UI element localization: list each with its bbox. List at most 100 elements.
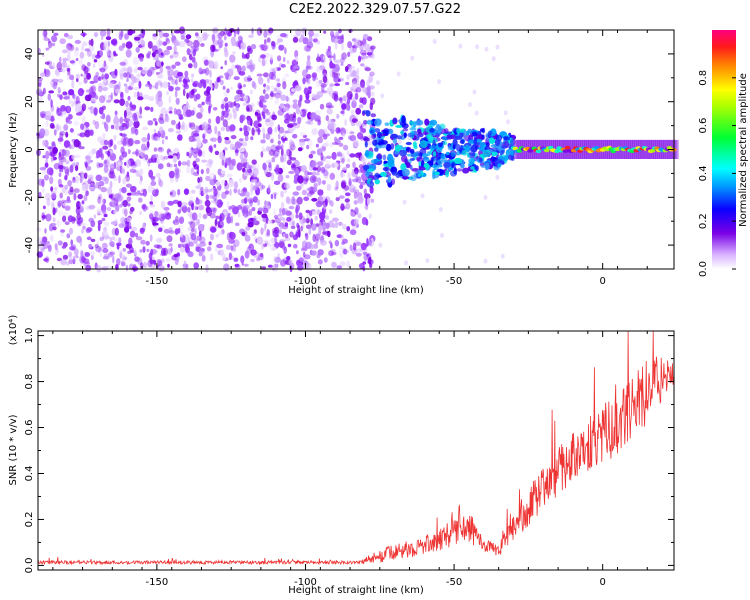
spectrogram-noise-blob	[57, 137, 64, 142]
spectrogram-signal-blob	[470, 166, 475, 170]
spectrogram-noise-blob	[139, 168, 144, 176]
spectrogram-noise-blob	[163, 247, 168, 256]
spectrogram-noise-blob	[81, 200, 85, 205]
spectrogram-noise-blob	[282, 81, 287, 90]
spectrogram-noise-blob	[283, 107, 290, 112]
spectrogram-noise-blob	[194, 206, 199, 211]
spectrogram-noise-blob	[41, 238, 47, 246]
spectrogram-noise-blob	[43, 29, 48, 38]
spectrogram-noise-blob	[158, 119, 165, 125]
spectrogram-noise-blob	[150, 175, 156, 180]
spectrogram-noise-blob	[350, 88, 355, 92]
spectrogram-noise-blob	[73, 120, 80, 127]
spectrogram-noise-blob	[284, 189, 287, 194]
spectrogram-noise-blob	[59, 38, 66, 45]
spectrogram-signal-blob	[479, 142, 486, 147]
spectrogram-noise-blob	[321, 180, 326, 185]
spectrogram-noise-blob	[271, 157, 276, 163]
spectrogram-noise-blob	[207, 118, 212, 124]
spectrogram-noise-blob	[102, 86, 109, 91]
spectrogram-noise-blob	[98, 76, 102, 81]
spectrogram-noise-blob	[301, 69, 308, 78]
spectrogram-signal-blob	[509, 150, 516, 156]
spectrogram-signal-blob	[417, 128, 422, 134]
spectrogram-noise-blob	[49, 176, 54, 185]
spectrogram-noise-blob	[226, 101, 233, 108]
spectrogram-noise-blob	[146, 69, 153, 77]
spectrogram-noise-blob	[280, 155, 284, 163]
spectrogram-noise-blob	[197, 204, 205, 211]
spectrogram-noise-blob	[89, 45, 95, 52]
spectrogram-signal-blob	[449, 170, 458, 177]
spectrogram-noise-blob	[364, 67, 371, 72]
spectrogram-noise-blob	[102, 248, 109, 254]
spectrogram-noise-blob	[103, 164, 109, 173]
spectrogram-noise-blob	[100, 36, 104, 40]
spectrogram-noise-blob	[261, 213, 268, 219]
spectrogram-noise-blob	[186, 151, 190, 157]
spectrogram-noise-blob	[45, 47, 50, 51]
spectrogram-noise-blob	[75, 161, 80, 167]
spectrogram-noise-blob	[117, 249, 123, 253]
spectrogram-noise-blob	[359, 124, 363, 133]
spectrogram-noise-blob	[297, 116, 302, 125]
spectrogram-noise-blob	[104, 160, 108, 165]
spectrogram-noise-blob	[368, 239, 372, 246]
spectrogram-noise-blob	[126, 71, 131, 79]
spectrogram-noise-blob	[35, 88, 43, 96]
spectrogram-noise-blob	[286, 198, 292, 205]
spectrogram-noise-blob	[44, 114, 51, 121]
spectrogram-noise-blob	[68, 251, 73, 258]
spectrogram-noise-blob	[307, 119, 311, 123]
spectrogram-noise-blob	[80, 249, 84, 258]
spectrogram-noise-blob	[50, 190, 57, 200]
spectrogram-noise-blob	[258, 123, 262, 128]
spectrogram-signal-blob	[387, 176, 392, 183]
spectrogram-noise-blob	[214, 218, 218, 227]
spectrogram-noise-blob	[301, 189, 307, 196]
spectrogram-noise-blob	[183, 40, 187, 47]
spectrogram-noise-blob	[119, 116, 124, 125]
spectrogram-noise-blob	[198, 67, 203, 75]
spectrogram-noise-blob	[61, 199, 66, 203]
spectrogram-noise-blob	[317, 136, 323, 144]
spectrogram-noise-blob	[39, 111, 47, 117]
colorbar: 0.00.20.40.60.8 Normalized spectral ampl…	[698, 30, 749, 277]
spectrogram-noise-blob	[94, 243, 99, 249]
spectrogram-noise-blob	[238, 138, 244, 142]
spectrogram-noise-blob	[292, 36, 299, 43]
spectrogram-noise-blob	[341, 103, 347, 110]
spectrogram-noise-blob	[186, 79, 191, 83]
spectrogram-noise-blob	[192, 49, 197, 57]
spectrogram-noise-blob	[212, 195, 216, 200]
spectrogram-noise-blob	[122, 138, 127, 147]
spectrogram-noise-blob	[110, 151, 114, 156]
spectrogram-noise-blob	[230, 245, 234, 252]
spectrogram-noise-blob	[97, 136, 103, 143]
spectrogram-noise-blob	[49, 122, 55, 129]
spectrogram-noise-blob	[220, 79, 224, 86]
snr-panel: -150 -100 -50 00.00.20.40.60.81.0 Height of…	[8, 315, 675, 596]
spectrogram-noise-blob	[193, 171, 200, 177]
spectrogram-noise-blob	[88, 204, 96, 210]
spectrogram-noise-blob	[341, 42, 344, 52]
spectrogram-noise-blob	[68, 258, 74, 265]
spectrogram-noise-blob	[229, 232, 236, 240]
spectrogram-noise-blob	[271, 85, 275, 89]
spectrogram-noise-blob	[267, 85, 270, 90]
spectrogram-noise-blob	[149, 201, 153, 205]
spectrogram-noise-blob	[398, 139, 402, 145]
spectrogram-noise-blob	[201, 101, 205, 106]
spectrogram-noise-blob	[243, 84, 246, 88]
spectrogram-noise-blob	[118, 237, 122, 245]
spectrogram-noise-blob	[227, 68, 234, 77]
spectrogram-noise-blob	[402, 199, 407, 205]
spectrogram-noise-blob	[329, 58, 333, 62]
spectrogram-noise-blob	[191, 138, 197, 142]
spectrogram-noise-blob	[250, 136, 254, 141]
spectrogram-noise-blob	[197, 149, 203, 157]
spectrogram-noise-blob	[310, 150, 316, 155]
spectrogram-noise-blob	[158, 147, 163, 151]
spectrogram-noise-blob	[134, 192, 140, 196]
spectrogram-noise-blob	[349, 229, 357, 236]
